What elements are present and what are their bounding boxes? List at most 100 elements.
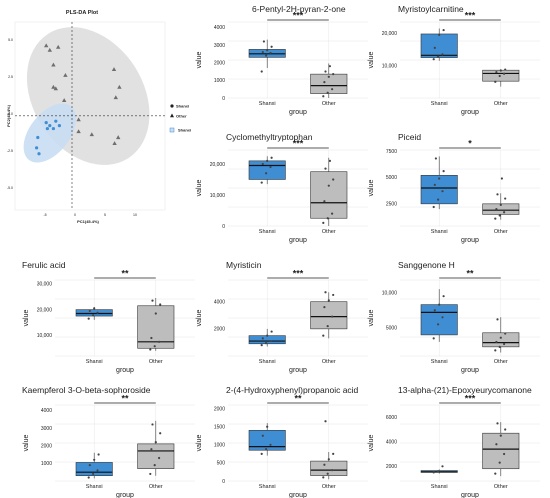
data-point bbox=[93, 458, 96, 461]
legend-shanxi-shape bbox=[170, 104, 174, 108]
y-tick-label: 4000 bbox=[41, 408, 52, 414]
box-panel: Cyclomethyltryptophan 0 10,000 20,000 *** Sha… bbox=[196, 132, 368, 244]
data-point bbox=[441, 190, 444, 193]
data-point bbox=[495, 208, 498, 211]
data-point bbox=[331, 212, 334, 215]
pls-point-shanxi bbox=[45, 126, 50, 131]
data-point bbox=[494, 472, 497, 475]
data-point bbox=[437, 470, 440, 473]
data-point bbox=[96, 311, 99, 314]
box-panel: 13-alpha-(21)-Epoxyeurycomanone 2000 4000 6… bbox=[368, 385, 540, 498]
data-point bbox=[432, 58, 435, 61]
data-point bbox=[270, 330, 273, 333]
data-point bbox=[87, 317, 90, 320]
data-point bbox=[432, 205, 435, 209]
y-tick-label: 2000 bbox=[214, 60, 225, 66]
box-other bbox=[482, 332, 520, 348]
pls-point-other bbox=[47, 47, 52, 52]
data-point bbox=[154, 441, 157, 444]
pls-point-other bbox=[89, 132, 94, 137]
x-axis-label: group bbox=[461, 237, 479, 244]
data-point bbox=[269, 339, 272, 343]
data-point bbox=[434, 157, 437, 160]
legend-other-label: Other bbox=[176, 114, 187, 119]
y-tick-label: 2000 bbox=[41, 443, 52, 449]
data-point bbox=[153, 345, 156, 348]
data-point bbox=[437, 55, 440, 58]
data-point bbox=[260, 70, 263, 73]
x-tick-label: Other bbox=[494, 101, 508, 107]
y-tick-label: 4000 bbox=[214, 25, 225, 31]
data-point bbox=[270, 156, 273, 159]
box-shanxi bbox=[420, 304, 458, 336]
data-point bbox=[504, 197, 507, 200]
pls-x-tick-label: 10 bbox=[133, 213, 137, 217]
pls-point-other bbox=[63, 72, 68, 77]
y-tick-label: 0 bbox=[222, 224, 225, 230]
y-tick-label: 10,000 bbox=[382, 63, 398, 69]
data-point bbox=[328, 159, 331, 162]
x-axis-label: group bbox=[289, 367, 307, 374]
data-point bbox=[97, 453, 100, 456]
data-point bbox=[498, 345, 501, 348]
pls-point-other bbox=[51, 62, 56, 67]
x-tick-label: Other bbox=[494, 359, 508, 365]
pls-point-other bbox=[111, 67, 117, 71]
data-point bbox=[437, 198, 440, 201]
x-axis-label: group bbox=[461, 492, 479, 498]
box-other bbox=[310, 460, 348, 476]
x-tick-label: Other bbox=[322, 359, 336, 365]
significance-label: *** bbox=[293, 11, 304, 21]
data-point bbox=[265, 54, 268, 57]
x-tick-label: Shanxi bbox=[86, 359, 103, 365]
x-tick-label: Other bbox=[322, 484, 336, 490]
y-tick-label: 20,000 bbox=[37, 307, 53, 313]
data-point bbox=[262, 40, 265, 43]
y-tick-label: 3000 bbox=[41, 426, 52, 432]
significance-label: *** bbox=[465, 11, 476, 21]
pls-point-shanxi bbox=[36, 135, 40, 140]
pls-point-other bbox=[53, 86, 58, 91]
y-tick-label: 4000 bbox=[214, 300, 225, 306]
pls-point-other bbox=[112, 141, 117, 145]
data-point bbox=[269, 443, 272, 446]
data-point bbox=[270, 45, 273, 48]
data-point bbox=[438, 177, 441, 180]
pls-point-other bbox=[113, 95, 118, 100]
data-point bbox=[96, 469, 99, 472]
y-tick-label: 20,000 bbox=[382, 31, 398, 37]
x-tick-label: Shanxi bbox=[259, 484, 276, 490]
x-axis-label: group bbox=[289, 109, 307, 116]
data-point bbox=[269, 51, 272, 55]
data-point bbox=[322, 476, 325, 479]
box-panel: 6-Pentyl-2H-pyran-2-one 0 1000 2000 3000 4000… bbox=[196, 4, 368, 116]
pls-y-axis-label: PC2(45.4%) bbox=[6, 104, 11, 126]
data-point bbox=[88, 463, 91, 467]
data-point bbox=[442, 295, 445, 298]
data-point bbox=[265, 448, 268, 451]
x-tick-label: Other bbox=[494, 229, 508, 235]
data-point bbox=[92, 314, 95, 317]
x-axis-label: group bbox=[116, 367, 134, 374]
data-point bbox=[266, 49, 269, 52]
y-tick-label: 10,000 bbox=[210, 193, 226, 199]
pls-point-shanxi bbox=[37, 152, 41, 156]
significance-label: ** bbox=[121, 269, 129, 279]
y-tick-label: 1000 bbox=[214, 443, 225, 449]
data-point bbox=[269, 165, 272, 169]
pls-x-tick-label: 0 bbox=[74, 213, 76, 217]
data-point bbox=[328, 65, 331, 68]
significance-label: ** bbox=[121, 394, 129, 404]
data-point bbox=[495, 71, 498, 74]
data-point bbox=[327, 458, 330, 461]
pls-da-plot: PLS-DA Plot -5 0 5 10 5.0 2.5 0.0 -2.5 -5.0 PC1(45… bbox=[6, 10, 191, 224]
data-point bbox=[323, 306, 326, 309]
panel-title: 2-(4-Hydroxyphenyl)propanoic acid bbox=[226, 385, 359, 395]
box-shanxi bbox=[420, 33, 458, 58]
data-point bbox=[324, 420, 327, 423]
data-point bbox=[327, 184, 330, 187]
data-point bbox=[326, 472, 329, 475]
y-axis-label: value bbox=[23, 310, 30, 327]
pls-point-shanxi bbox=[48, 124, 52, 128]
significance-label: * bbox=[468, 139, 472, 149]
